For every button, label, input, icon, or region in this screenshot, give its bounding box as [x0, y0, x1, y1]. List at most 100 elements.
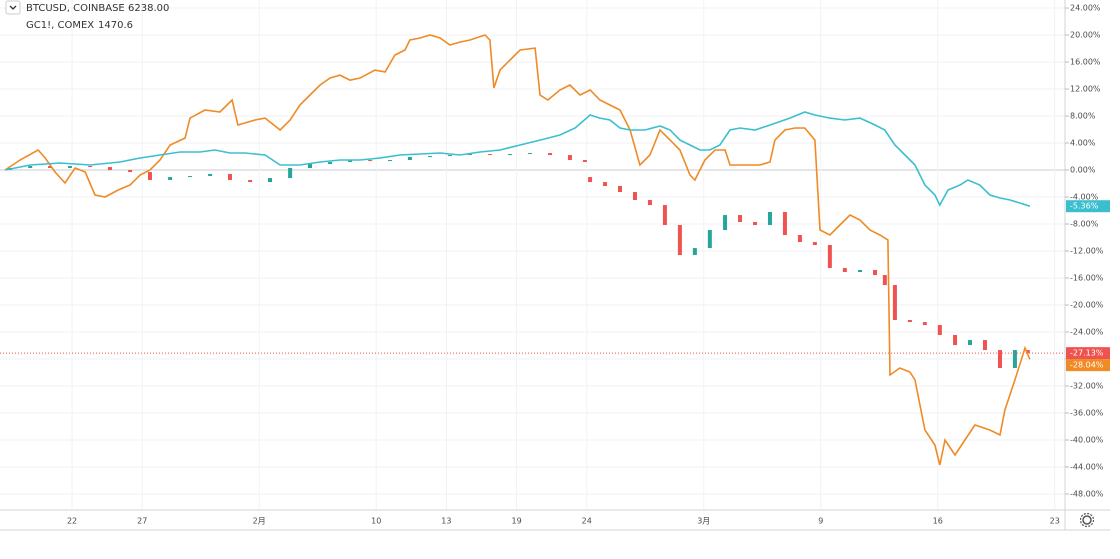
series-line	[4, 111, 1031, 207]
candle	[842, 268, 847, 273]
candle	[982, 340, 987, 351]
x-tick-label: 2月	[253, 517, 266, 526]
candle	[548, 153, 553, 156]
candle	[388, 160, 393, 162]
candle	[723, 215, 728, 231]
candle	[647, 199, 652, 206]
candle	[1012, 350, 1017, 368]
candle	[308, 164, 313, 168]
legend-price: 6238.00	[128, 3, 169, 14]
y-tick-label: -36.00%	[1070, 409, 1104, 418]
y-tick-label: 16.00%	[1070, 58, 1101, 67]
candle	[588, 177, 593, 183]
candle	[618, 186, 623, 193]
candle	[67, 166, 72, 168]
candle	[827, 245, 832, 269]
candle	[567, 155, 572, 161]
y-tick-label: -40.00%	[1070, 436, 1104, 445]
y-tick-label: -32.00%	[1070, 382, 1104, 391]
candle	[248, 180, 253, 183]
candle	[812, 242, 817, 246]
legend-name: GC1!, COMEX	[26, 20, 94, 31]
candle	[348, 160, 353, 162]
legend-toggle[interactable]	[5, 0, 21, 15]
candle	[288, 167, 293, 179]
candle	[692, 248, 697, 255]
candle	[168, 177, 173, 181]
candle	[953, 334, 958, 346]
candle	[662, 205, 667, 226]
candle	[368, 160, 373, 162]
price-label-box	[1066, 200, 1110, 213]
legend-price: 1470.6	[98, 20, 133, 31]
candle	[527, 153, 532, 155]
candle	[107, 167, 112, 171]
candle	[677, 225, 682, 255]
candle	[407, 156, 412, 161]
candle	[147, 172, 152, 181]
y-tick-label: -16.00%	[1070, 274, 1104, 283]
candle	[48, 166, 53, 168]
y-tick-label: 0.00%	[1070, 166, 1096, 175]
candle	[632, 192, 637, 200]
x-tick-label: 22	[67, 517, 77, 526]
candle	[968, 340, 973, 346]
x-tick-label: 16	[933, 517, 943, 526]
candle	[882, 275, 887, 286]
candle	[873, 269, 878, 276]
candle	[858, 269, 863, 273]
y-tick-label: -4.00%	[1070, 193, 1099, 202]
chevron	[9, 5, 17, 10]
y-tick-label: 20.00%	[1070, 31, 1101, 40]
candle	[738, 215, 743, 222]
candle	[508, 154, 513, 156]
y-tick-label: -8.00%	[1070, 220, 1099, 229]
x-tick-label: 23	[1050, 517, 1060, 526]
candle	[267, 178, 272, 183]
x-tick-label: 9	[818, 517, 823, 526]
x-tick-label: 3月	[697, 517, 710, 526]
candle	[582, 160, 587, 162]
candle	[797, 235, 802, 243]
candle	[468, 154, 473, 156]
candle	[922, 322, 927, 325]
x-tick-label: 24	[582, 517, 592, 526]
settings-icon[interactable]	[1079, 512, 1095, 528]
y-tick-label: 4.00%	[1070, 139, 1096, 148]
candle	[767, 212, 772, 226]
y-tick-label: -48.00%	[1070, 490, 1104, 499]
candle	[128, 170, 133, 173]
y-tick-label: -24.00%	[1070, 328, 1104, 337]
grid	[0, 0, 1065, 510]
y-tick-label: -44.00%	[1070, 463, 1104, 472]
x-tick-label: 19	[511, 517, 521, 526]
price-label: -5.36%	[1070, 202, 1099, 211]
candle	[782, 212, 787, 236]
candle	[208, 174, 213, 177]
price-label-box	[1066, 347, 1110, 360]
y-tick-label: 24.00%	[1070, 4, 1101, 13]
candle	[428, 156, 433, 158]
candle	[28, 166, 33, 168]
candle	[227, 174, 232, 181]
candle	[937, 324, 942, 335]
candle	[487, 154, 492, 156]
y-tick-label: 12.00%	[1070, 85, 1101, 94]
series-line	[4, 34, 1031, 466]
candle	[907, 319, 912, 323]
x-tick-label: 27	[137, 517, 147, 526]
candle	[707, 230, 712, 249]
candle	[752, 221, 757, 226]
candle	[447, 155, 452, 157]
x-tick-label: 13	[441, 517, 451, 526]
axes: 24.00% 20.00% 16.00% 12.00% 8.00% 4.00% 0.00% -…	[67, 4, 1110, 526]
price-label: -27.13%	[1070, 349, 1104, 358]
candle	[328, 161, 333, 165]
candle	[603, 182, 608, 187]
candle	[892, 285, 897, 320]
plot	[0, 34, 1065, 466]
y-tick-label: 8.00%	[1070, 112, 1096, 121]
legend-name: BTCUSD, COINBASE	[26, 3, 125, 14]
candle	[187, 176, 192, 178]
